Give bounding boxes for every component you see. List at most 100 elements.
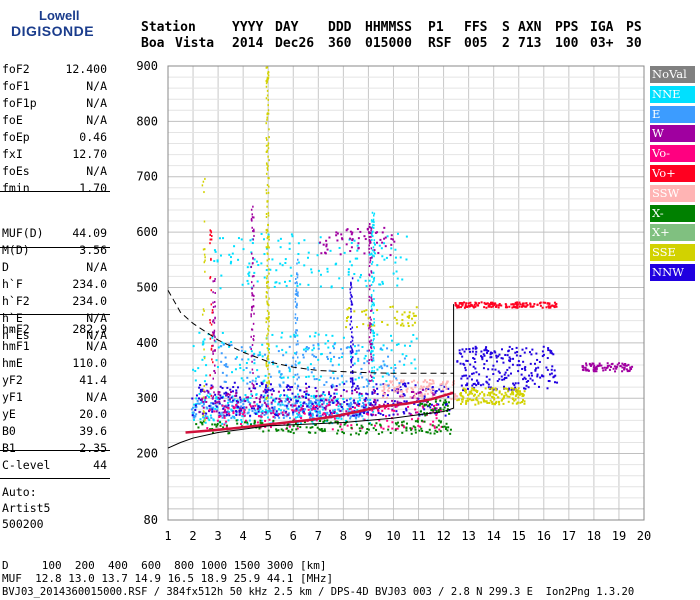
echo-point — [623, 367, 626, 370]
echo-point — [454, 394, 457, 397]
echo-point — [272, 419, 275, 422]
echo-point — [335, 388, 338, 391]
echo-point — [215, 396, 218, 399]
echo-point — [390, 349, 393, 352]
echo-point — [207, 396, 210, 399]
echo-point — [356, 249, 359, 252]
echo-point — [372, 223, 374, 226]
echo-point — [488, 401, 491, 404]
echo-point — [318, 395, 321, 398]
echo-point — [415, 392, 418, 395]
echo-point — [221, 341, 224, 344]
echo-point — [519, 401, 522, 404]
param-value: 0.46 — [79, 130, 107, 144]
echo-point — [373, 389, 376, 392]
echo-point — [214, 316, 216, 319]
echo-point — [267, 358, 270, 361]
echo-point — [481, 391, 484, 394]
echo-point — [195, 397, 198, 400]
echo-point — [494, 403, 497, 406]
echo-point — [267, 348, 270, 351]
echo-point — [555, 305, 558, 308]
echo-point — [277, 350, 280, 353]
echo-point — [515, 303, 518, 306]
echo-point — [250, 315, 252, 318]
echo-point — [349, 352, 352, 355]
echo-point — [316, 403, 319, 406]
echo-point — [400, 390, 403, 393]
echo-point — [370, 219, 373, 222]
echo-point — [351, 414, 354, 417]
echo-point — [280, 373, 283, 376]
echo-point — [297, 261, 300, 264]
echo-point — [423, 397, 426, 400]
echo-point — [368, 336, 371, 339]
echo-point — [275, 414, 278, 417]
echo-point — [370, 328, 373, 331]
echo-point — [328, 393, 331, 396]
echo-point — [421, 395, 424, 398]
echo-point — [250, 251, 253, 254]
echo-point — [370, 270, 372, 273]
echo-point — [368, 274, 371, 277]
echo-point — [442, 381, 445, 384]
echo-point — [266, 228, 268, 231]
echo-point — [296, 421, 299, 424]
echo-point — [266, 411, 269, 414]
echo-point — [467, 393, 470, 396]
echo-point — [410, 428, 413, 431]
echo-point — [305, 346, 308, 349]
echo-point — [333, 412, 336, 415]
echo-point — [228, 414, 231, 417]
header-day-value: Dec26 — [275, 36, 315, 51]
echo-point — [361, 376, 364, 379]
echo-point — [296, 317, 299, 320]
echo-point — [533, 303, 536, 306]
echo-point — [517, 389, 520, 392]
echo-point — [346, 424, 349, 427]
echo-point — [265, 337, 268, 340]
echo-point — [464, 369, 467, 372]
echo-point — [349, 230, 352, 233]
echo-point — [341, 407, 344, 410]
echo-point — [242, 379, 245, 382]
echo-point — [265, 246, 268, 249]
echo-point — [213, 349, 216, 352]
echo-point — [398, 385, 401, 388]
echo-point — [224, 356, 227, 359]
echo-point — [292, 356, 295, 359]
echo-point — [373, 370, 375, 373]
echo-point — [282, 413, 285, 416]
echo-point — [489, 351, 492, 354]
echo-point — [381, 231, 384, 234]
echo-point — [347, 404, 350, 407]
echo-point — [336, 399, 339, 402]
echo-point — [444, 414, 447, 417]
echo-point — [336, 432, 339, 435]
echo-point — [285, 386, 288, 389]
echo-point — [427, 404, 430, 407]
echo-point — [342, 432, 345, 435]
echo-point — [278, 383, 281, 386]
echo-point — [195, 413, 198, 416]
echo-point — [339, 415, 342, 418]
echo-point — [393, 363, 396, 366]
echo-point — [345, 319, 348, 322]
echo-point — [516, 364, 519, 367]
echo-point — [201, 358, 204, 361]
echo-point — [551, 365, 554, 368]
echo-point — [250, 328, 253, 331]
echo-point — [264, 419, 267, 422]
param-separator — [0, 191, 110, 192]
echo-point — [263, 379, 266, 382]
echo-point — [293, 333, 296, 336]
echo-point — [209, 393, 212, 396]
echo-point — [371, 343, 373, 346]
echo-point — [330, 358, 333, 361]
echo-point — [316, 254, 319, 257]
echo-point — [362, 411, 365, 414]
echo-point — [524, 377, 527, 380]
header-hhmmss-value: 015000 — [365, 36, 412, 51]
echo-point — [324, 342, 327, 345]
